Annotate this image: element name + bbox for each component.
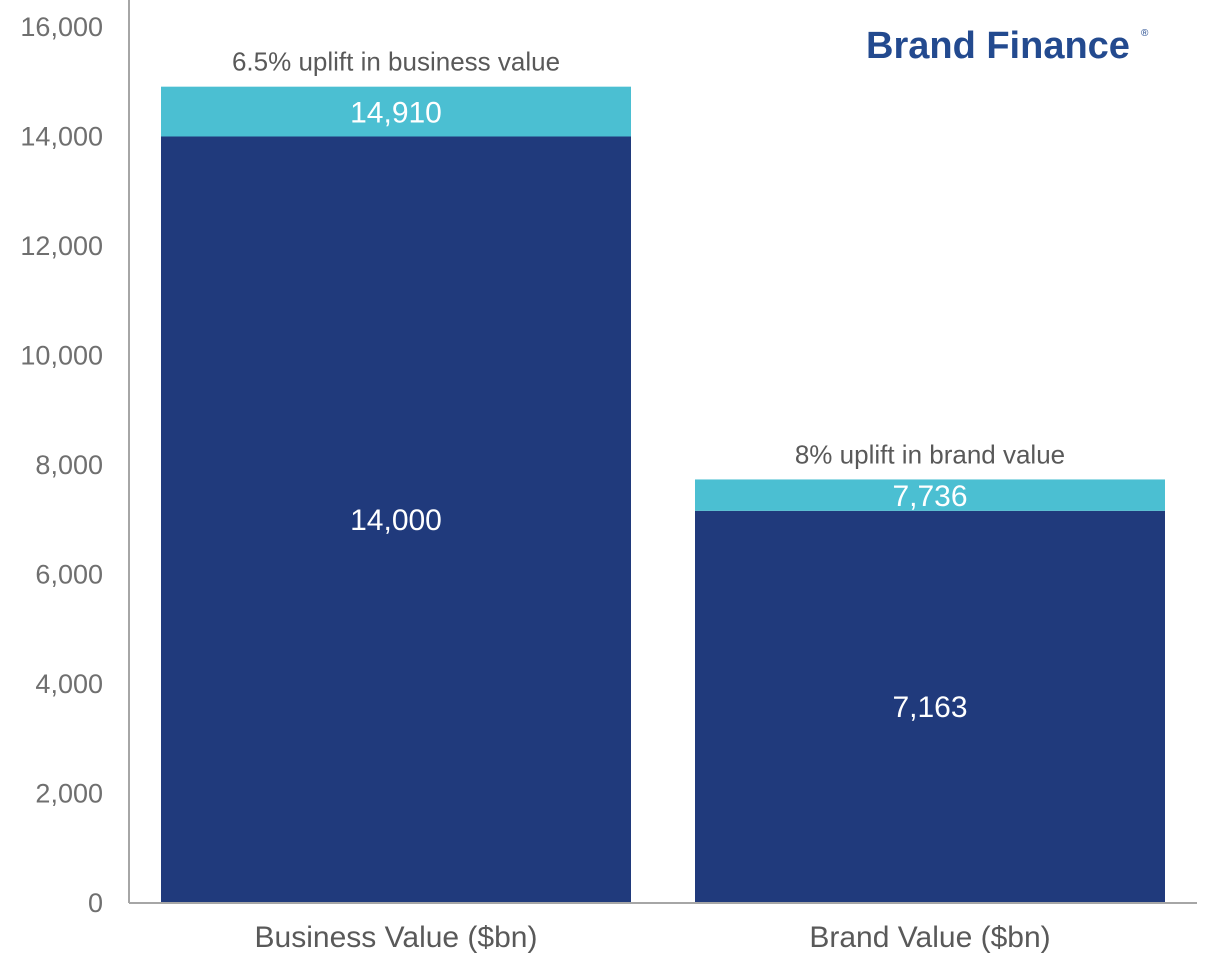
uplift-annotation-1: 6.5% uplift in business value xyxy=(232,47,560,77)
base-value-label-2: 7,163 xyxy=(892,691,967,724)
category-label-2: Brand Value ($bn) xyxy=(809,921,1050,954)
y-tick-label-14000: 14,000 xyxy=(20,122,103,152)
total-value-label-2: 7,736 xyxy=(892,480,967,513)
bar-base-2 xyxy=(695,510,1165,903)
axes-group: 0 2,000 4,000 6,000 8,000 10,000 12,000 14,000 1… xyxy=(20,0,1197,918)
y-tick-label-8000: 8,000 xyxy=(35,450,103,480)
logo-text: Brand Finance xyxy=(866,25,1130,67)
y-tick-label-0: 0 xyxy=(88,888,103,918)
uplift-annotation-2: 8% uplift in brand value xyxy=(795,439,1065,469)
bar-uplift-1 xyxy=(161,86,631,137)
total-value-label-1: 14,910 xyxy=(350,97,442,130)
y-tick-label-6000: 6,000 xyxy=(35,560,103,590)
brand-finance-logo: Brand Finance ® xyxy=(866,25,1149,67)
base-value-label-1: 14,000 xyxy=(350,504,442,537)
y-tick-label-12000: 12,000 xyxy=(20,231,103,261)
bar-uplift-2 xyxy=(695,479,1165,511)
bar-base-1 xyxy=(161,136,631,903)
y-tick-label-16000: 16,000 xyxy=(20,12,103,42)
category-label-1: Business Value ($bn) xyxy=(255,921,538,954)
y-tick-label-4000: 4,000 xyxy=(35,669,103,699)
y-tick-label-2000: 2,000 xyxy=(35,779,103,809)
y-tick-label-10000: 10,000 xyxy=(20,341,103,371)
logo-registered-mark: ® xyxy=(1141,28,1149,39)
labels-group: 14,000 14,910 6.5% uplift in business valu… xyxy=(232,47,1065,954)
bars-group xyxy=(161,86,1165,903)
